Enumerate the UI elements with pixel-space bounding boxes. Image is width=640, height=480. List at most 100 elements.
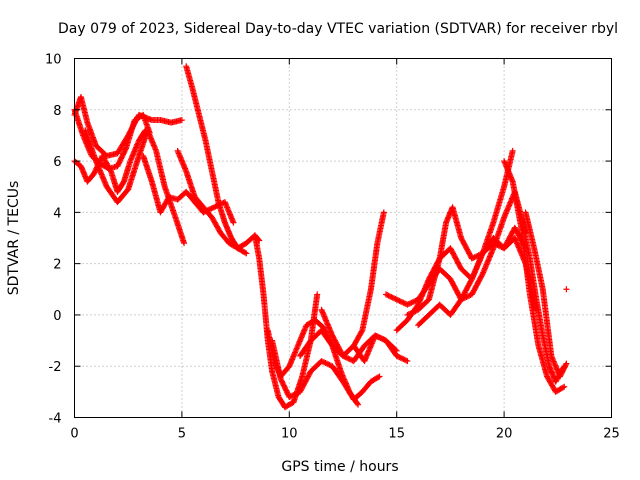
data-point [358, 328, 365, 335]
data-point [230, 219, 237, 226]
data-point [178, 117, 185, 124]
data-point [326, 361, 333, 368]
data-point [389, 294, 396, 301]
data-point [404, 311, 411, 318]
data-point [562, 361, 569, 368]
data-point [409, 309, 416, 316]
data-point [290, 392, 297, 399]
data-point [393, 352, 400, 359]
data-point [318, 358, 325, 365]
data-point [322, 360, 329, 367]
data-point [380, 209, 387, 216]
y-tick-label: 0 [53, 309, 61, 324]
y-tick-label: 10 [45, 53, 62, 68]
data-point [243, 250, 250, 257]
data-point [242, 249, 249, 256]
data-point [346, 356, 353, 363]
data-point [288, 392, 295, 399]
data-point [382, 291, 389, 298]
data-point [375, 374, 382, 381]
data-point [400, 299, 407, 306]
data-point [287, 393, 294, 400]
series-track-l [318, 209, 387, 359]
data-point [386, 293, 393, 300]
data-point [294, 390, 301, 397]
data-point [395, 297, 402, 304]
series-track-g [183, 63, 250, 257]
data-point [509, 147, 516, 154]
data-point [377, 335, 384, 342]
data-point [396, 297, 403, 304]
data-point [344, 354, 351, 361]
data-point [391, 295, 398, 302]
data-point [397, 298, 404, 305]
chart-grid [74, 58, 612, 418]
x-tick-label: 10 [281, 427, 298, 442]
data-point [464, 293, 471, 300]
data-point [478, 272, 485, 279]
data-point [208, 205, 215, 212]
data-point [385, 292, 392, 299]
series-track-u [563, 286, 570, 293]
series-track-j [269, 337, 383, 403]
data-point [400, 356, 407, 363]
data-point [401, 300, 408, 307]
data-point [325, 361, 332, 368]
data-point [293, 390, 300, 397]
data-point [321, 359, 328, 366]
x-tick-label: 20 [496, 427, 513, 442]
data-point [411, 298, 418, 305]
data-point [471, 254, 478, 261]
data-point [122, 146, 129, 153]
data-point [378, 335, 385, 342]
y-axis-label: SDTVAR / TECUs [6, 181, 22, 296]
data-point [468, 277, 475, 284]
data-point [291, 391, 298, 398]
x-tick-label: 5 [178, 427, 186, 442]
data-point [376, 373, 383, 380]
y-tick-label: 4 [53, 206, 61, 221]
data-point [397, 354, 404, 361]
data-point [393, 296, 400, 303]
data-point [404, 301, 411, 308]
data-point [345, 355, 352, 362]
data-point [563, 286, 570, 293]
x-tick-label: 0 [70, 427, 78, 442]
y-tick-label: 6 [53, 155, 61, 170]
x-tick-label: 25 [603, 427, 620, 442]
data-point [407, 310, 414, 317]
series-track-d [82, 127, 188, 247]
data-point [561, 383, 568, 390]
data-point [211, 204, 218, 211]
series-track-t [522, 209, 570, 380]
y-tick-label: 2 [53, 258, 61, 273]
data-point [372, 332, 379, 339]
x-axis-label: GPS time / hours [281, 459, 398, 475]
plot-frame [74, 58, 612, 418]
data-point [374, 333, 381, 340]
data-point [319, 358, 326, 365]
data-point [401, 356, 408, 363]
data-point [560, 384, 567, 391]
chart-points [71, 63, 570, 411]
data-point [209, 204, 216, 211]
data-point [314, 291, 321, 298]
data-point [405, 301, 412, 308]
data-point [181, 240, 188, 247]
data-point [395, 353, 402, 360]
data-point [396, 354, 403, 361]
data-point [384, 292, 391, 299]
data-point [407, 300, 414, 307]
data-point [470, 254, 477, 261]
data-point [405, 311, 412, 318]
data-point [388, 293, 395, 300]
data-point [392, 295, 399, 302]
data-point [411, 308, 418, 315]
data-point [472, 253, 479, 260]
data-point [468, 255, 475, 262]
series-track-q [415, 147, 516, 329]
axis-ticks: 0 5 10 15 20 25 -4 -2 0 2 4 6 8 10 [45, 53, 620, 442]
y-tick-label: -2 [49, 360, 62, 375]
data-point [399, 299, 406, 306]
